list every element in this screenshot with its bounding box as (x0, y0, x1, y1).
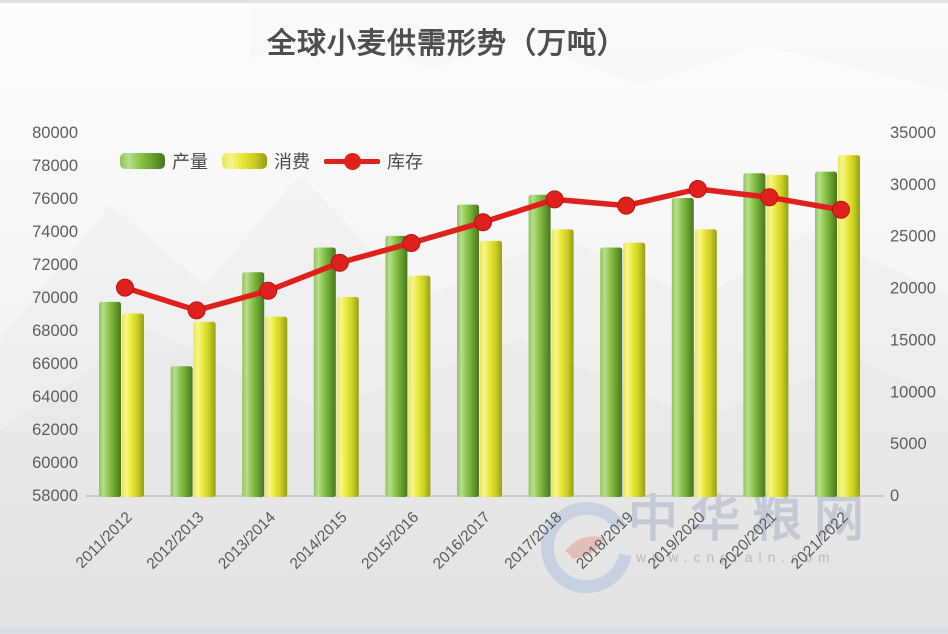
bar-production (528, 194, 551, 497)
bar-production (600, 247, 623, 497)
x-axis-label: 2011/2012 (73, 509, 136, 572)
bar-production (242, 272, 265, 498)
bar-consumption (193, 321, 216, 498)
legend-label-stocks: 库存 (387, 152, 423, 172)
x-axis-label: 2020/2021 (716, 509, 780, 573)
bottom-border (0, 627, 948, 634)
bar-production (313, 247, 336, 497)
bar-production (170, 366, 193, 497)
watermark: 中华粮网 www.cngrain.com (538, 492, 876, 594)
left-axis-tick: 68000 (32, 322, 78, 340)
bar-consumption (408, 275, 431, 497)
stocks-point (330, 253, 349, 272)
stocks-point (545, 190, 564, 209)
left-axis-tick: 72000 (32, 256, 78, 274)
bar-production (457, 204, 479, 497)
top-border (0, 0, 948, 3)
chart-title: 全球小麦供需形势（万吨） (266, 28, 627, 60)
bar-consumption (265, 316, 288, 497)
x-axis-label: 2014/2015 (287, 509, 351, 573)
x-axis-label: 2012/2013 (144, 509, 208, 573)
stocks-point (116, 278, 134, 297)
bar-consumption (623, 242, 646, 497)
chart-legend: 产量 消费 库存 (120, 148, 437, 174)
watermark-url: www.cngrain.com (636, 549, 836, 565)
stocks-point (688, 180, 707, 198)
x-axis-label: 2017/2018 (502, 509, 566, 573)
bar-consumption (694, 229, 717, 497)
left-axis-tick: 66000 (32, 355, 78, 373)
right-axis-tick: 20000 (890, 280, 936, 298)
bar-consumption (480, 240, 502, 497)
right-axis-tick: 35000 (890, 124, 936, 142)
x-axis-label: 2016/2017 (430, 509, 494, 573)
bar-production (385, 235, 408, 497)
stocks-point (474, 213, 492, 232)
stocks-point (832, 200, 850, 219)
left-axis-tick: 74000 (32, 223, 78, 241)
right-axis-tick: 10000 (890, 383, 936, 401)
bar-production (743, 173, 766, 498)
x-axis-label: 2015/2016 (358, 509, 422, 573)
bar-consumption (838, 155, 860, 497)
stocks-point (617, 196, 636, 215)
watermark-brand: 中华粮网 (628, 491, 876, 547)
legend-label-production: 产量 (172, 152, 208, 172)
stocks-point (760, 188, 779, 207)
left-axis-tick: 70000 (32, 289, 78, 307)
left-axis-tick: 58000 (32, 487, 78, 505)
bar-consumption (336, 297, 359, 497)
bar-consumption (122, 313, 144, 497)
x-axis-label: 2018/2019 (573, 509, 637, 573)
legend-swatch-production-icon (120, 153, 165, 169)
legend-label-consumption: 消费 (274, 152, 310, 172)
watermark-text: 中华粮网 www.cngrain.com (628, 491, 876, 566)
stocks-point (402, 234, 421, 252)
bar-consumption (766, 174, 789, 497)
bar-production (99, 301, 121, 497)
left-axis-tick: 78000 (32, 157, 78, 175)
stocks-point (187, 301, 206, 320)
right-axis-tick: 15000 (890, 331, 936, 349)
right-axis-tick: 5000 (890, 435, 927, 453)
legend-swatch-stocks-icon (324, 152, 380, 170)
left-axis-tick: 62000 (32, 421, 78, 439)
bar-production (671, 198, 694, 497)
bar-consumption (551, 229, 574, 497)
left-axis-tick: 80000 (32, 124, 78, 142)
bar-production (815, 171, 837, 497)
legend-dot-icon (344, 153, 361, 170)
right-axis-tick: 30000 (890, 176, 936, 194)
cngrain-logo-icon (541, 501, 632, 594)
legend-swatch-consumption-icon (222, 153, 267, 169)
right-axis-tick: 0 (890, 487, 899, 505)
left-axis-tick: 64000 (32, 388, 78, 406)
x-axis-label: 2021/2022 (788, 509, 852, 573)
stocks-point (259, 281, 278, 300)
left-axis-tick: 60000 (32, 454, 78, 472)
right-axis-tick: 25000 (890, 228, 936, 246)
x-axis-label: 2013/2014 (215, 509, 279, 573)
x-axis-label: 2019/2020 (645, 509, 709, 573)
left-axis-tick: 76000 (32, 190, 78, 208)
